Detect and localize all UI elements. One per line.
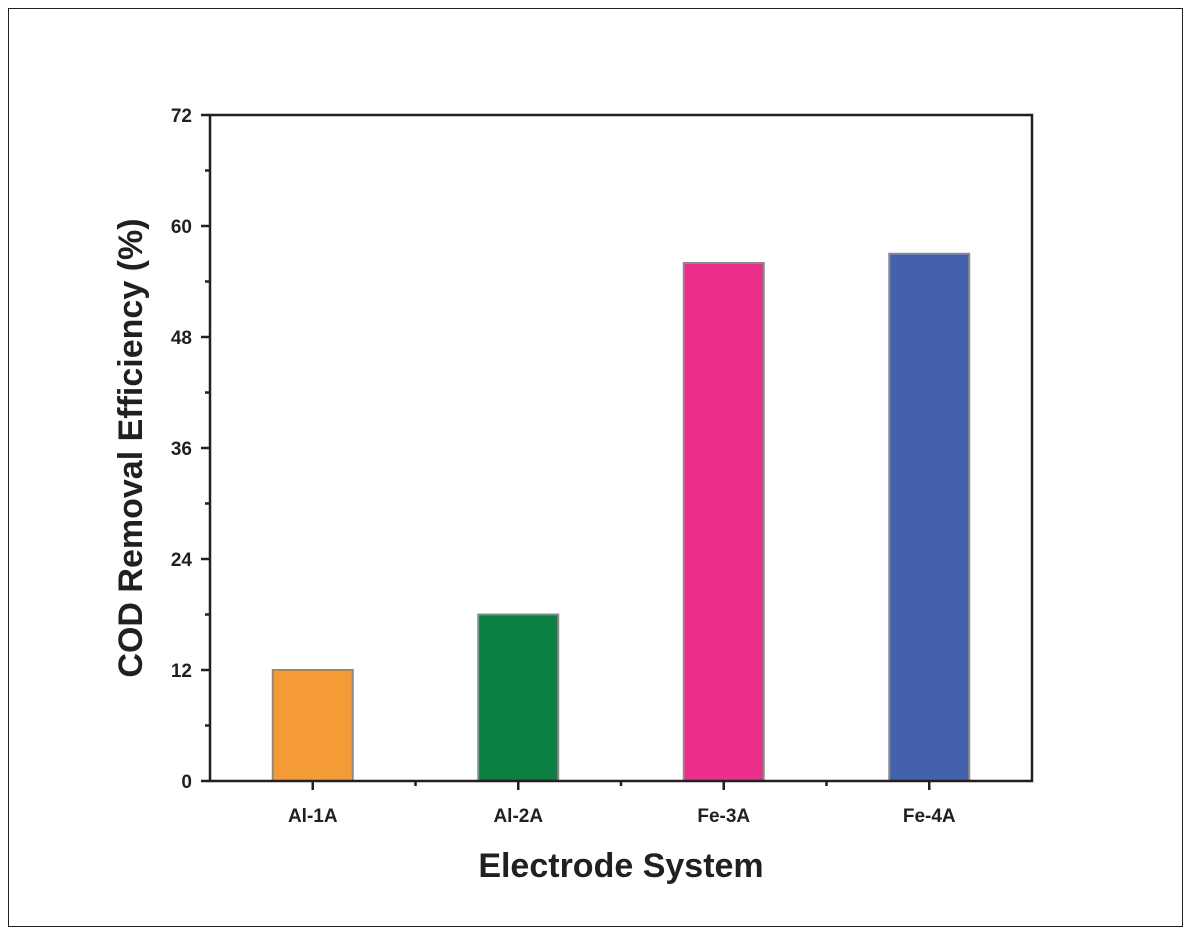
y-tick-label: 0 [181,772,192,793]
y-tick-label: 36 [171,439,192,460]
figure-frame [8,8,1183,927]
bar-al-2a [477,613,560,782]
x-axis-title: Electrode System [478,847,763,885]
bar-al-1a [271,669,354,782]
bars-group [271,252,971,782]
x-tick-label: Fe-4A [903,806,956,827]
y-tick-label: 12 [171,661,192,682]
y-tick-label: 60 [171,217,192,238]
x-axis: Al-1A Al-2A Fe-3A Fe-4A [288,781,956,827]
y-tick-label: 72 [171,106,192,127]
y-axis: 0 12 24 36 48 60 72 [171,106,210,793]
y-axis-title: COD Removal Efficiency (%) [112,218,150,677]
x-tick-label: Al-2A [493,806,543,827]
bar-fe-4a [888,252,971,782]
bar-fe-3a [682,262,765,782]
x-tick-label: Al-1A [288,806,338,827]
x-tick-label: Fe-3A [697,806,750,827]
y-tick-label: 48 [171,328,192,349]
y-tick-label: 24 [171,550,193,571]
